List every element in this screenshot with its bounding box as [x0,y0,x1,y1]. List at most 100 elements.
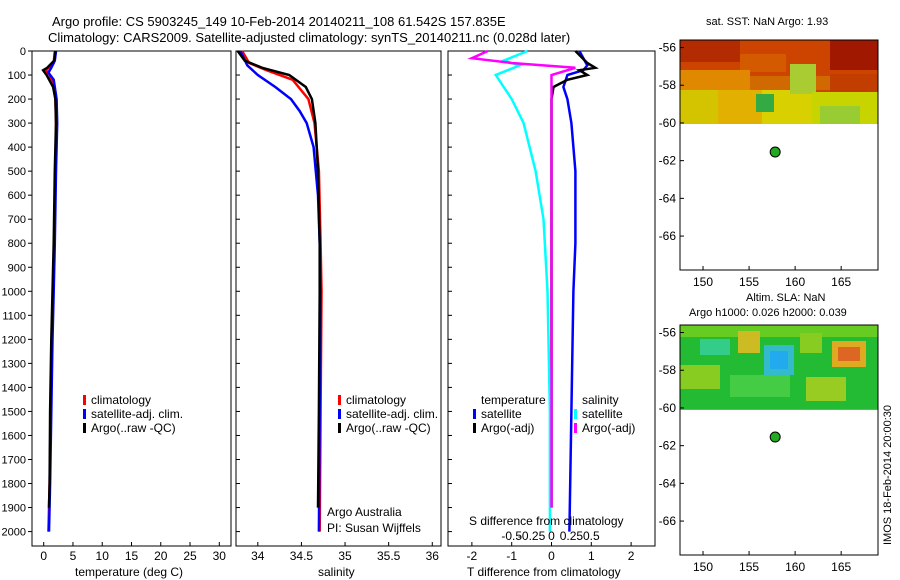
legend-swatch [83,409,86,419]
legend-label: Argo(..raw -QC) [91,421,176,435]
sla-map-subtitle: Argo h1000: 0.026 h2000: 0.039 [689,307,847,319]
sst-map-panel: sat. SST: NaN Argo: 1.93 -56 -58 -60 -62 -64… [659,16,879,289]
x-tick-label: 25 [183,549,197,563]
salinity-axis: 34 34.5 35 35.5 36 [236,50,440,563]
depth-tick-label: 900 [8,262,26,274]
lat-tick-label: -62 [659,439,677,453]
depth-tick-label: 1800 [2,479,26,491]
depth-tick-label: 200 [8,94,26,106]
series-line-temperature-satellite [562,50,589,532]
sst-argo-marker [769,146,781,158]
depth-tick-label: 700 [8,214,26,226]
lon-tick-label: 155 [739,560,759,574]
x-tick-label: -1 [506,549,517,563]
x-tick-label: 10 [96,549,110,563]
legend-swatch [83,423,86,433]
x-tick-label: -2 [467,549,478,563]
lat-tick-label: -66 [659,229,677,243]
series-line-argo-raw-qc- [236,50,321,508]
no-data-region [680,124,878,270]
lat-tick-label: -58 [659,363,677,377]
x-tick-label: 2 [628,549,635,563]
lat-tick-label: -64 [659,191,677,205]
s-tick-label: 0.25 [560,529,584,543]
legend-label: climatology [91,393,151,407]
depth-tick-label: 1500 [2,406,26,418]
depth-tick-label: 1300 [2,358,26,370]
x-tick-label: 15 [125,549,139,563]
salinity-axes-frame [235,50,442,547]
legend-label: Argo(..raw -QC) [346,421,431,435]
legend-label: satellite [481,407,522,421]
sla-map-area [680,325,878,555]
depth-tick-label: 1100 [2,310,26,322]
legend-label: satellite [582,407,623,421]
legend-label: climatology [346,393,406,407]
x-tick-label: 1 [588,549,595,563]
legend-label: Argo(-adj) [481,421,534,435]
x-tick-label: 35.5 [377,549,401,563]
header-line1: Argo profile: CS 5903245_149 10-Feb-2014… [52,14,506,29]
depth-tick-label: 800 [8,238,26,250]
lon-tick-label: 155 [739,275,759,289]
sla-argo-marker [769,431,781,443]
sla-map-frame [679,324,879,556]
sla-map-title: Altim. SLA: NaN [746,292,826,304]
depth-tick-label: 400 [8,142,26,154]
lon-tick-label: 150 [693,275,713,289]
lat-tick-label: -64 [659,476,677,490]
x-tick-label: 35 [338,549,352,563]
x-tick-label: 34 [251,549,265,563]
depth-tick-label: 1400 [2,382,26,394]
no-data-region [680,409,878,555]
sst-lat-axis: -56 -58 -60 -62 -64 -66 [659,41,684,243]
argo-australia-label: Argo Australia [327,505,402,519]
sst-lon-axis: 150 155 160 165 [693,266,851,289]
depth-tick-label: 1200 [2,334,26,346]
lat-tick-label: -66 [659,514,677,528]
temperature-axis: 0 5 10 15 20 25 30 [40,542,226,563]
header-line2: Climatology: CARS2009. Satellite-adjuste… [48,30,570,45]
depth-tick-label: 2000 [2,527,26,539]
depth-tick-label: 1000 [2,286,26,298]
lat-tick-label: -58 [659,78,677,92]
x-tick-label: 5 [70,549,77,563]
depth-tick-label: 300 [8,118,26,130]
x-tick-label: 36 [426,549,440,563]
x-tick-label: 34.5 [290,549,314,563]
lon-tick-label: 160 [785,275,805,289]
series-line-climatology [241,50,323,532]
t-difference-axis: -2 -1 0 1 2 [448,50,635,563]
imos-stamp: IMOS 18-Feb-2014 20:00:30 [882,405,894,545]
legend-swatch [338,423,341,433]
legend-swatch [574,423,577,433]
s-tick-label: -0.5 [501,529,522,543]
legend-title-temperature: temperature [481,393,546,407]
series-line-salinity-argo-adj- [467,49,576,508]
s-tick-label: 0.5 [583,529,600,543]
sst-map-title: sat. SST: NaN Argo: 1.93 [706,16,828,28]
sla-map-panel: Altim. SLA: NaN Argo h1000: 0.026 h2000:… [659,292,879,574]
lat-tick-label: -56 [659,326,677,340]
s-tick-label: -0.25 [518,529,546,543]
sst-map-frame [679,39,879,271]
s-difference-axis: -0.5-0.25 0 0.25 0.5 [501,529,600,543]
sla-lon-axis: 150 155 160 165 [693,551,851,574]
lat-tick-label: -60 [659,401,677,415]
salinity-xlabel: salinity [318,565,355,579]
x-tick-label: 30 [213,549,227,563]
legend-label: Argo(-adj) [582,421,635,435]
depth-tick-label: 100 [8,70,26,82]
sla-lat-axis: -56 -58 -60 -62 -64 -66 [659,326,684,528]
depth-tick-label: 1600 [2,430,26,442]
legend-swatch [473,423,476,433]
legend-label: satellite-adj. clim. [346,407,438,421]
depth-tick-label: 600 [8,190,26,202]
legend-swatch [83,395,86,405]
s-difference-label: S difference from climatology [469,514,624,528]
lon-tick-label: 165 [831,560,851,574]
depth-tick-label: 1900 [2,503,26,515]
x-tick-label: 0 [40,549,47,563]
